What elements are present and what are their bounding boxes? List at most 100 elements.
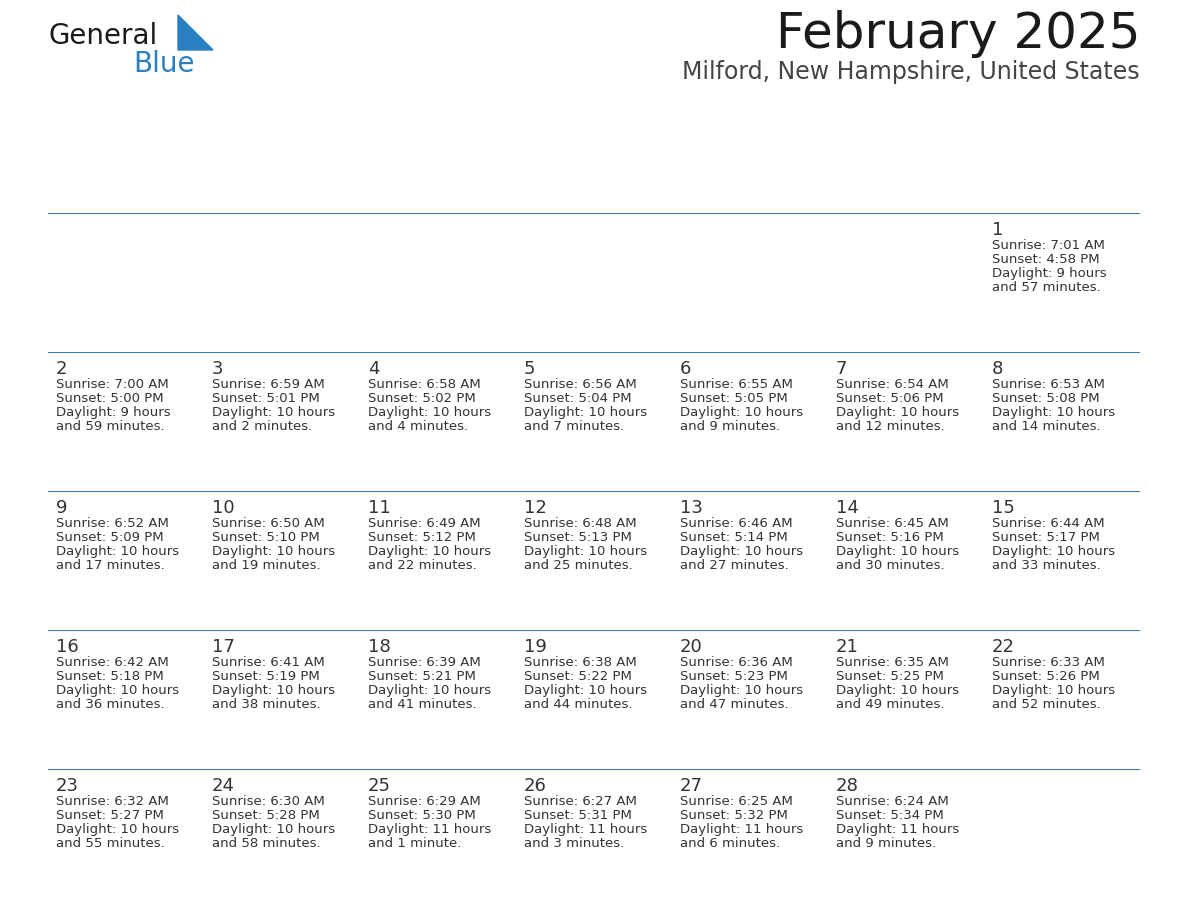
Text: 25: 25 <box>368 777 391 795</box>
Text: Sunrise: 6:50 AM: Sunrise: 6:50 AM <box>211 517 324 530</box>
Text: Sunset: 5:25 PM: Sunset: 5:25 PM <box>836 670 943 683</box>
Text: Sunrise: 6:56 AM: Sunrise: 6:56 AM <box>524 378 637 391</box>
Text: 24: 24 <box>211 777 235 795</box>
Text: Sunset: 5:13 PM: Sunset: 5:13 PM <box>524 531 632 544</box>
Text: Daylight: 11 hours: Daylight: 11 hours <box>368 823 491 836</box>
Text: and 19 minutes.: and 19 minutes. <box>211 559 321 572</box>
Text: Sunrise: 6:25 AM: Sunrise: 6:25 AM <box>680 795 792 808</box>
Text: 8: 8 <box>992 360 1003 378</box>
Text: 21: 21 <box>836 638 859 656</box>
Polygon shape <box>178 15 213 50</box>
Text: 23: 23 <box>56 777 78 795</box>
Text: Sunrise: 6:49 AM: Sunrise: 6:49 AM <box>368 517 480 530</box>
Text: and 58 minutes.: and 58 minutes. <box>211 837 321 850</box>
Text: 10: 10 <box>211 499 234 517</box>
Text: Sunrise: 6:54 AM: Sunrise: 6:54 AM <box>836 378 948 391</box>
Text: Sunday: Sunday <box>57 178 125 196</box>
Text: and 25 minutes.: and 25 minutes. <box>524 559 632 572</box>
Text: Sunset: 5:00 PM: Sunset: 5:00 PM <box>56 392 164 405</box>
Text: Sunset: 5:14 PM: Sunset: 5:14 PM <box>680 531 788 544</box>
Text: Sunset: 4:58 PM: Sunset: 4:58 PM <box>992 253 1099 266</box>
Text: Sunrise: 6:35 AM: Sunrise: 6:35 AM <box>836 656 949 669</box>
Text: 28: 28 <box>836 777 859 795</box>
Text: Sunset: 5:26 PM: Sunset: 5:26 PM <box>992 670 1100 683</box>
Text: and 47 minutes.: and 47 minutes. <box>680 698 789 711</box>
Text: Sunset: 5:18 PM: Sunset: 5:18 PM <box>56 670 164 683</box>
Text: Daylight: 10 hours: Daylight: 10 hours <box>992 406 1114 419</box>
Text: and 9 minutes.: and 9 minutes. <box>680 420 781 433</box>
Text: and 41 minutes.: and 41 minutes. <box>368 698 476 711</box>
Text: Sunset: 5:30 PM: Sunset: 5:30 PM <box>368 809 475 822</box>
Text: Daylight: 10 hours: Daylight: 10 hours <box>56 823 179 836</box>
Text: 27: 27 <box>680 777 703 795</box>
Text: Thursday: Thursday <box>682 178 765 196</box>
Text: and 33 minutes.: and 33 minutes. <box>992 559 1100 572</box>
Text: Daylight: 10 hours: Daylight: 10 hours <box>211 823 335 836</box>
Text: Milford, New Hampshire, United States: Milford, New Hampshire, United States <box>682 60 1140 84</box>
Text: Sunset: 5:32 PM: Sunset: 5:32 PM <box>680 809 788 822</box>
Text: and 22 minutes.: and 22 minutes. <box>368 559 476 572</box>
Text: Daylight: 10 hours: Daylight: 10 hours <box>680 684 803 697</box>
Text: and 4 minutes.: and 4 minutes. <box>368 420 468 433</box>
Text: and 59 minutes.: and 59 minutes. <box>56 420 164 433</box>
Text: Sunrise: 6:39 AM: Sunrise: 6:39 AM <box>368 656 481 669</box>
Text: Sunrise: 6:33 AM: Sunrise: 6:33 AM <box>992 656 1105 669</box>
Text: Sunrise: 6:32 AM: Sunrise: 6:32 AM <box>56 795 169 808</box>
Text: and 57 minutes.: and 57 minutes. <box>992 281 1100 294</box>
Text: Sunset: 5:05 PM: Sunset: 5:05 PM <box>680 392 788 405</box>
Text: Sunset: 5:34 PM: Sunset: 5:34 PM <box>836 809 943 822</box>
Text: and 27 minutes.: and 27 minutes. <box>680 559 789 572</box>
Text: 17: 17 <box>211 638 235 656</box>
Text: 14: 14 <box>836 499 859 517</box>
Text: Sunrise: 6:58 AM: Sunrise: 6:58 AM <box>368 378 481 391</box>
Text: Saturday: Saturday <box>993 178 1074 196</box>
Text: Sunrise: 7:00 AM: Sunrise: 7:00 AM <box>56 378 169 391</box>
Text: Sunset: 5:31 PM: Sunset: 5:31 PM <box>524 809 632 822</box>
Text: Sunset: 5:04 PM: Sunset: 5:04 PM <box>524 392 632 405</box>
Text: Tuesday: Tuesday <box>369 178 443 196</box>
Text: Daylight: 10 hours: Daylight: 10 hours <box>368 545 491 558</box>
Text: 7: 7 <box>836 360 847 378</box>
Text: Sunset: 5:19 PM: Sunset: 5:19 PM <box>211 670 320 683</box>
Text: and 30 minutes.: and 30 minutes. <box>836 559 944 572</box>
Text: Daylight: 11 hours: Daylight: 11 hours <box>524 823 647 836</box>
Text: Sunrise: 6:48 AM: Sunrise: 6:48 AM <box>524 517 637 530</box>
Text: Sunrise: 6:41 AM: Sunrise: 6:41 AM <box>211 656 324 669</box>
Text: Sunrise: 6:46 AM: Sunrise: 6:46 AM <box>680 517 792 530</box>
Text: Sunset: 5:12 PM: Sunset: 5:12 PM <box>368 531 475 544</box>
Text: 9: 9 <box>56 499 68 517</box>
Text: Daylight: 9 hours: Daylight: 9 hours <box>992 267 1106 280</box>
Text: Daylight: 10 hours: Daylight: 10 hours <box>836 406 959 419</box>
Text: 18: 18 <box>368 638 391 656</box>
Text: 1: 1 <box>992 221 1003 239</box>
Text: Daylight: 10 hours: Daylight: 10 hours <box>836 684 959 697</box>
Text: and 36 minutes.: and 36 minutes. <box>56 698 164 711</box>
Text: Sunrise: 6:53 AM: Sunrise: 6:53 AM <box>992 378 1105 391</box>
Text: Daylight: 10 hours: Daylight: 10 hours <box>524 406 647 419</box>
Text: Sunrise: 6:59 AM: Sunrise: 6:59 AM <box>211 378 324 391</box>
Text: Daylight: 10 hours: Daylight: 10 hours <box>368 684 491 697</box>
Text: Friday: Friday <box>838 178 893 196</box>
Text: 20: 20 <box>680 638 702 656</box>
Text: 16: 16 <box>56 638 78 656</box>
Text: Sunset: 5:22 PM: Sunset: 5:22 PM <box>524 670 632 683</box>
Text: 6: 6 <box>680 360 691 378</box>
Text: Sunrise: 6:29 AM: Sunrise: 6:29 AM <box>368 795 481 808</box>
Text: Sunrise: 6:42 AM: Sunrise: 6:42 AM <box>56 656 169 669</box>
Text: Daylight: 9 hours: Daylight: 9 hours <box>56 406 170 419</box>
Text: Sunset: 5:01 PM: Sunset: 5:01 PM <box>211 392 320 405</box>
Text: General: General <box>48 22 157 50</box>
Text: 13: 13 <box>680 499 702 517</box>
Text: and 55 minutes.: and 55 minutes. <box>56 837 165 850</box>
Text: Daylight: 10 hours: Daylight: 10 hours <box>211 684 335 697</box>
Text: Sunset: 5:16 PM: Sunset: 5:16 PM <box>836 531 943 544</box>
Text: and 17 minutes.: and 17 minutes. <box>56 559 165 572</box>
Text: Daylight: 10 hours: Daylight: 10 hours <box>56 545 179 558</box>
Text: Sunrise: 6:24 AM: Sunrise: 6:24 AM <box>836 795 948 808</box>
Text: and 9 minutes.: and 9 minutes. <box>836 837 936 850</box>
Text: and 6 minutes.: and 6 minutes. <box>680 837 781 850</box>
Text: and 49 minutes.: and 49 minutes. <box>836 698 944 711</box>
Text: Daylight: 10 hours: Daylight: 10 hours <box>836 545 959 558</box>
Text: Sunset: 5:23 PM: Sunset: 5:23 PM <box>680 670 788 683</box>
Text: Daylight: 11 hours: Daylight: 11 hours <box>680 823 803 836</box>
